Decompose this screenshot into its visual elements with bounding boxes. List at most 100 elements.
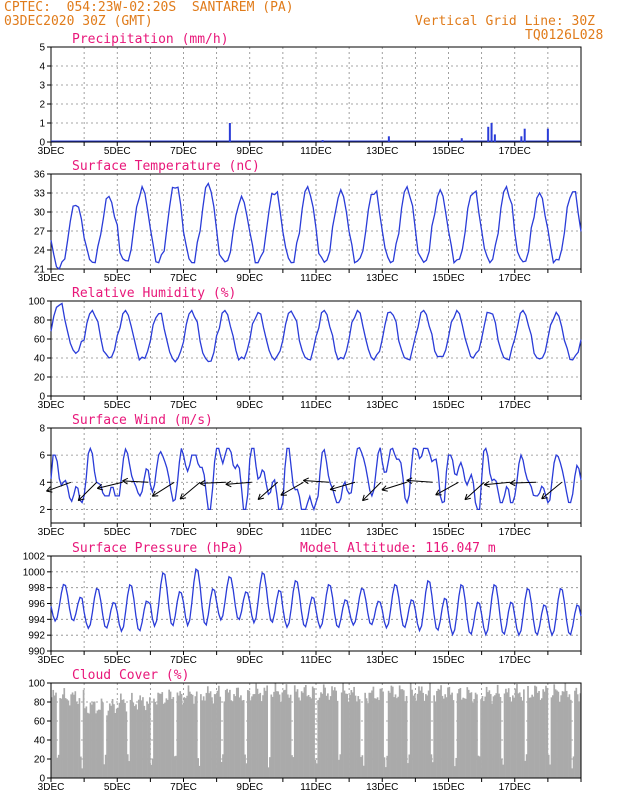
- x-tick-label: 11DEC: [300, 655, 332, 666]
- x-tick-label: 5DEC: [104, 273, 131, 284]
- wind-arrow: [97, 481, 123, 489]
- cloud-bar: [322, 684, 325, 778]
- cloud-bar: [132, 702, 135, 778]
- cloud-bar: [538, 690, 540, 778]
- y-tick-label: 2: [39, 505, 45, 516]
- cloud-bar: [287, 694, 289, 778]
- cloud-bar: [88, 713, 90, 778]
- cloud-bar: [153, 698, 155, 778]
- cloud-bar: [561, 691, 564, 778]
- cloud-bar: [162, 703, 165, 778]
- panel-frame: [50, 555, 582, 652]
- x-tick-label: 3DEC: [38, 527, 65, 538]
- cloud-bar: [191, 694, 194, 778]
- cloud-bar: [340, 692, 343, 778]
- y-tick-label: 100: [28, 679, 45, 690]
- x-tick-label: 15DEC: [432, 782, 464, 793]
- wind-arrow-head: [406, 477, 413, 481]
- cloud-bar: [74, 691, 77, 778]
- y-tick-label: 20: [34, 373, 46, 384]
- wind-speed-line: [50, 446, 582, 512]
- y-tick-label: 4: [39, 478, 45, 489]
- cloud-bar: [489, 694, 492, 778]
- cloud-bar: [102, 702, 104, 778]
- cloud-bar: [534, 685, 536, 778]
- cloud-bar: [454, 766, 456, 778]
- cloud-bar: [160, 693, 162, 778]
- cloud-bar: [342, 683, 344, 778]
- cloud-bar: [298, 697, 300, 778]
- cloud-bar: [422, 692, 424, 778]
- wind-arrow-head: [280, 489, 285, 496]
- cloud-bar: [447, 687, 449, 778]
- cloud-bar: [204, 700, 206, 778]
- cloud-bar: [296, 689, 299, 778]
- x-tick-label: 7DEC: [170, 146, 197, 157]
- cloud-bar: [492, 696, 495, 778]
- cloud-bar: [503, 693, 506, 778]
- x-tick-label: 11DEC: [300, 782, 332, 793]
- cloud-bar: [536, 692, 539, 778]
- cloud-bar: [293, 685, 296, 778]
- cloud-bar: [488, 690, 491, 778]
- cloud-bar: [327, 693, 329, 778]
- cloud-bar: [430, 754, 433, 778]
- y-tick-label: 30: [34, 208, 46, 219]
- cloud-bar: [383, 757, 386, 778]
- cloud-bar: [68, 705, 71, 778]
- cloud-bar: [237, 687, 240, 778]
- x-tick-label: 11DEC: [300, 400, 332, 411]
- cloud-bar: [441, 695, 444, 778]
- cloud-bar: [351, 692, 354, 778]
- cloud-bar: [509, 697, 511, 778]
- wind-arrow-head: [179, 493, 183, 500]
- y-tick-label: 994: [28, 615, 45, 626]
- wind-arrow: [435, 481, 459, 496]
- wind-arrow-head: [541, 497, 548, 500]
- cloud-bar: [59, 698, 61, 778]
- cloud-bar: [552, 695, 554, 778]
- cloud-bar: [574, 690, 576, 778]
- x-tick-label: 15DEC: [432, 400, 464, 411]
- cloud-bar: [75, 701, 78, 778]
- cloud-bar: [206, 686, 209, 778]
- wind-arrow: [509, 481, 536, 484]
- cloud-bar: [335, 690, 338, 778]
- wind-arrow: [406, 479, 433, 483]
- cloud-bar: [549, 764, 551, 778]
- cloud-bar: [314, 760, 317, 778]
- x-tick-label: 15DEC: [432, 146, 464, 157]
- humidity-line: [50, 302, 582, 363]
- cloud-bar: [523, 689, 525, 778]
- wind-arrow: [303, 479, 330, 483]
- cloud-bar: [575, 687, 578, 778]
- wind-arrow-head: [122, 480, 128, 485]
- cloud-bar: [71, 692, 74, 778]
- x-tick-label: 11DEC: [300, 146, 332, 157]
- cloud-bar: [57, 754, 60, 778]
- y-tick-label: 0: [39, 138, 45, 149]
- cloud-bar: [125, 711, 128, 778]
- cloud-bar: [208, 693, 211, 778]
- x-tick-label: 11DEC: [300, 273, 332, 284]
- cloud-bar: [361, 755, 364, 778]
- cloud-bar: [524, 760, 527, 778]
- cloud-bar: [545, 685, 547, 778]
- cloud-bar: [476, 694, 478, 778]
- x-tick-label: 11DEC: [300, 527, 332, 538]
- cloud-bar: [140, 700, 143, 778]
- cloud-bar: [187, 685, 190, 778]
- cloud-bar: [146, 702, 148, 778]
- cloud-bar: [306, 696, 309, 778]
- y-tick-label: 1002: [23, 552, 46, 563]
- cloud-bar: [300, 691, 303, 778]
- cloud-bar: [193, 703, 195, 778]
- cloud-bar: [380, 688, 383, 778]
- cloud-bar: [375, 698, 378, 778]
- cloud-bar: [274, 683, 277, 778]
- y-tick-label: 80: [34, 316, 46, 327]
- cloud-bar: [264, 690, 267, 778]
- cloud-bar: [529, 697, 532, 778]
- cloud-bar: [151, 758, 154, 778]
- cloud-bar: [500, 759, 503, 778]
